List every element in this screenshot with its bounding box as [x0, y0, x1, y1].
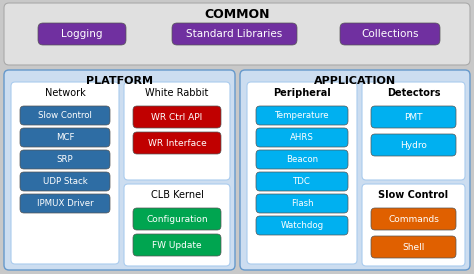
FancyBboxPatch shape: [256, 128, 348, 147]
FancyBboxPatch shape: [38, 23, 126, 45]
FancyBboxPatch shape: [256, 106, 348, 125]
FancyBboxPatch shape: [371, 208, 456, 230]
Text: WR Interface: WR Interface: [147, 138, 206, 147]
FancyBboxPatch shape: [20, 150, 110, 169]
Text: Network: Network: [45, 88, 85, 98]
Text: COMMON: COMMON: [204, 7, 270, 21]
Text: WR Ctrl API: WR Ctrl API: [151, 113, 202, 121]
Text: Standard Libraries: Standard Libraries: [186, 29, 283, 39]
FancyBboxPatch shape: [371, 106, 456, 128]
Text: Commands: Commands: [388, 215, 439, 224]
FancyBboxPatch shape: [4, 3, 470, 65]
FancyBboxPatch shape: [133, 208, 221, 230]
FancyBboxPatch shape: [20, 194, 110, 213]
FancyBboxPatch shape: [124, 184, 230, 266]
FancyBboxPatch shape: [124, 82, 230, 180]
Text: AHRS: AHRS: [290, 133, 314, 142]
Text: Hydro: Hydro: [400, 141, 427, 150]
Text: MCF: MCF: [56, 133, 74, 142]
Text: Logging: Logging: [61, 29, 103, 39]
FancyBboxPatch shape: [133, 132, 221, 154]
FancyBboxPatch shape: [362, 184, 465, 266]
Text: Watchdog: Watchdog: [281, 221, 324, 230]
Text: SRP: SRP: [57, 155, 73, 164]
FancyBboxPatch shape: [371, 236, 456, 258]
Text: Detectors: Detectors: [387, 88, 440, 98]
FancyBboxPatch shape: [172, 23, 297, 45]
Text: IPMUX Driver: IPMUX Driver: [36, 199, 93, 208]
Text: Peripheral: Peripheral: [273, 88, 331, 98]
Text: Slow Control: Slow Control: [38, 111, 92, 120]
FancyBboxPatch shape: [11, 82, 119, 264]
FancyBboxPatch shape: [133, 234, 221, 256]
Text: Collections: Collections: [361, 29, 419, 39]
Text: Configuration: Configuration: [146, 215, 208, 224]
FancyBboxPatch shape: [371, 134, 456, 156]
Text: Temperature: Temperature: [275, 111, 329, 120]
Text: CLB Kernel: CLB Kernel: [151, 190, 203, 200]
Text: FW Update: FW Update: [152, 241, 202, 250]
FancyBboxPatch shape: [240, 70, 470, 270]
Text: Shell: Shell: [402, 242, 425, 252]
Text: PMT: PMT: [404, 113, 423, 121]
Text: Beacon: Beacon: [286, 155, 318, 164]
FancyBboxPatch shape: [20, 106, 110, 125]
FancyBboxPatch shape: [20, 172, 110, 191]
Text: Flash: Flash: [291, 199, 313, 208]
FancyBboxPatch shape: [256, 172, 348, 191]
FancyBboxPatch shape: [20, 128, 110, 147]
Text: TDC: TDC: [293, 177, 311, 186]
FancyBboxPatch shape: [362, 82, 465, 180]
FancyBboxPatch shape: [247, 82, 357, 264]
FancyBboxPatch shape: [133, 106, 221, 128]
Text: APPLICATION: APPLICATION: [314, 76, 396, 86]
Text: UDP Stack: UDP Stack: [43, 177, 87, 186]
Text: White Rabbit: White Rabbit: [146, 88, 209, 98]
FancyBboxPatch shape: [340, 23, 440, 45]
FancyBboxPatch shape: [4, 70, 235, 270]
Text: Slow Control: Slow Control: [378, 190, 448, 200]
FancyBboxPatch shape: [256, 194, 348, 213]
FancyBboxPatch shape: [256, 216, 348, 235]
Text: PLATFORM: PLATFORM: [86, 76, 153, 86]
FancyBboxPatch shape: [256, 150, 348, 169]
